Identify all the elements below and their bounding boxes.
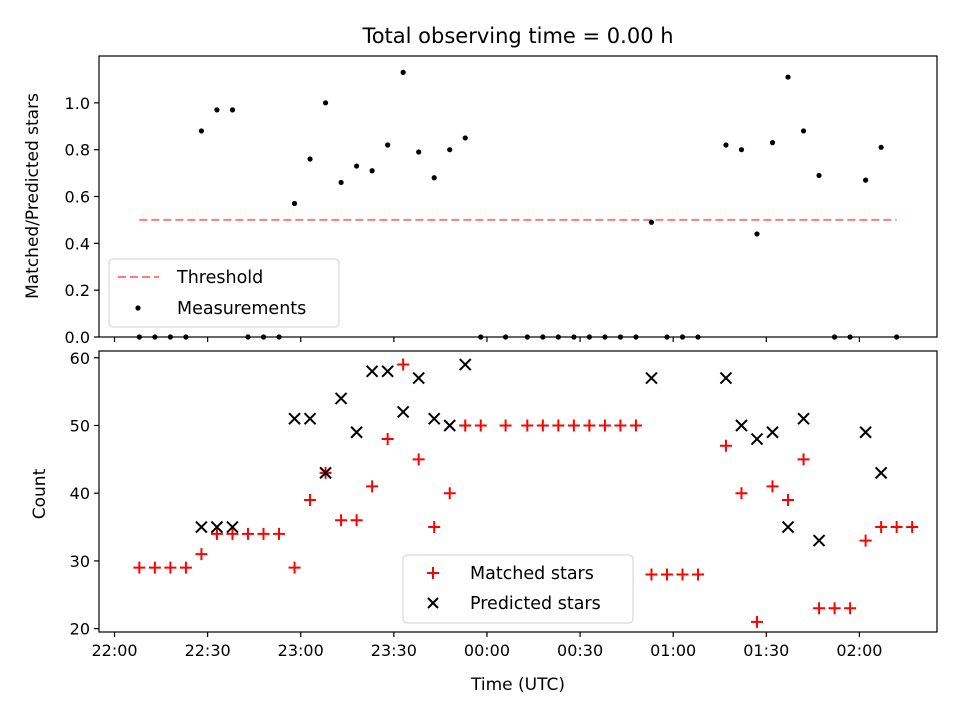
measurement-point	[307, 156, 312, 161]
measurement-point	[816, 173, 821, 178]
count-legend: Matched stars Predicted stars	[403, 555, 633, 623]
ratio-y-tick-label: 0.4	[65, 234, 90, 253]
measurement-point	[354, 163, 359, 168]
ratio-y-tick-label: 0.0	[65, 328, 90, 347]
count-y-tick-label: 20	[70, 620, 90, 639]
measurement-point	[879, 145, 884, 150]
measurement-point	[432, 175, 437, 180]
count-x-tick-label: 22:00	[91, 641, 137, 660]
count-x-tick-label: 22:30	[185, 641, 231, 660]
ratio-y-tick-label: 0.2	[65, 281, 90, 300]
measurement-point	[401, 70, 406, 75]
ratio-y-tick-label: 1.0	[65, 94, 90, 113]
measurement-point	[214, 107, 219, 112]
measurement-point	[447, 147, 452, 152]
measurement-point	[292, 201, 297, 206]
count-x-tick-label: 01:30	[743, 641, 789, 660]
count-x-tick-label: 00:00	[464, 641, 510, 660]
ratio-y-axis-label: Matched/Predicted stars	[23, 93, 43, 299]
measurement-point	[230, 107, 235, 112]
measurement-point	[416, 149, 421, 154]
count-y-axis-label: Count	[30, 468, 50, 519]
ratio-legend: Threshold Measurements	[109, 259, 339, 327]
measurement-point	[385, 142, 390, 147]
count-x-tick-label: 01:00	[650, 641, 696, 660]
measurement-point	[770, 140, 775, 145]
count-x-tick-label: 00:30	[557, 641, 603, 660]
measurement-point	[739, 147, 744, 152]
chart-title: Total observing time = 0.00 h	[361, 24, 673, 48]
count-x-tick-label: 23:00	[278, 641, 324, 660]
measurement-point	[723, 142, 728, 147]
count-x-tick-label: 02:00	[836, 641, 882, 660]
x-axis-label: Time (UTC)	[470, 675, 565, 695]
count-y-tick-label: 40	[70, 484, 90, 503]
measurements-legend-swatch	[135, 305, 140, 310]
count-y-tick-label: 30	[70, 552, 90, 571]
threshold-legend-label: Threshold	[176, 268, 263, 288]
count-x-tick-label: 23:30	[371, 641, 417, 660]
measurement-point	[199, 128, 204, 133]
ratio-y-tick-label: 0.6	[65, 188, 90, 207]
measurement-point	[370, 168, 375, 173]
count-y-tick-label: 50	[70, 416, 90, 435]
measurement-point	[754, 231, 759, 236]
measurement-point	[323, 100, 328, 105]
predicted-stars-legend-label: Predicted stars	[470, 594, 601, 614]
measurement-point	[463, 135, 468, 140]
measurement-point	[801, 128, 806, 133]
measurements-legend-label: Measurements	[177, 299, 306, 319]
measurement-point	[649, 220, 654, 225]
measurement-point	[785, 74, 790, 79]
count-y-tick-label: 60	[70, 349, 90, 368]
measurement-point	[863, 178, 868, 183]
figure: Total observing time = 0.00 h Matched/Pr…	[0, 0, 960, 720]
ratio-y-tick-label: 0.8	[65, 141, 90, 160]
matched-stars-legend-label: Matched stars	[470, 564, 594, 584]
measurement-point	[338, 180, 343, 185]
